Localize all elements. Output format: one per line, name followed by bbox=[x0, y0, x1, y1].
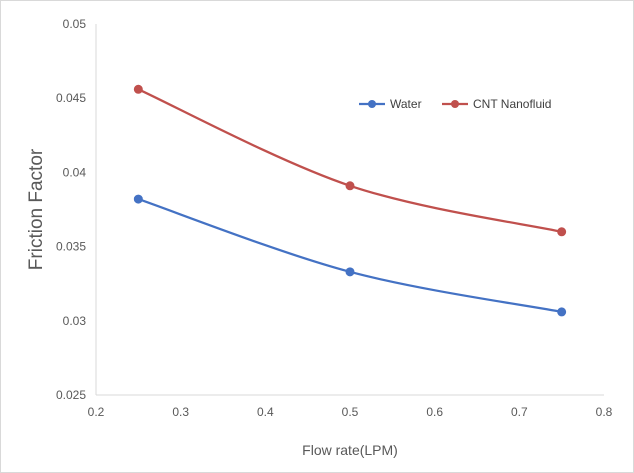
data-point bbox=[557, 307, 567, 317]
y-tick-label: 0.035 bbox=[56, 240, 86, 254]
legend-label: CNT Nanofluid bbox=[473, 97, 551, 111]
data-point bbox=[345, 181, 355, 191]
x-tick-label: 0.4 bbox=[257, 405, 274, 419]
y-tick-labels: 0.025 0.03 0.035 0.04 0.045 0.05 bbox=[56, 17, 86, 402]
data-point bbox=[133, 194, 143, 204]
y-tick-label: 0.03 bbox=[63, 314, 87, 328]
x-tick-label: 0.8 bbox=[596, 405, 613, 419]
series-line-water bbox=[137, 197, 563, 314]
legend-item: Water bbox=[359, 97, 422, 111]
y-tick-label: 0.045 bbox=[56, 91, 86, 105]
legend-swatch-marker bbox=[451, 100, 459, 108]
data-point bbox=[133, 84, 143, 94]
y-axis-title: Friction Factor bbox=[26, 148, 47, 270]
x-tick-label: 0.2 bbox=[88, 405, 105, 419]
series-layer bbox=[133, 84, 567, 317]
x-tick-labels: 0.2 0.3 0.4 0.5 0.6 0.7 0.8 bbox=[88, 405, 613, 419]
data-point bbox=[557, 227, 567, 237]
x-axis-title: Flow rate(LPM) bbox=[302, 442, 398, 458]
axes bbox=[95, 24, 604, 396]
x-tick-label: 0.7 bbox=[511, 405, 528, 419]
y-tick-label: 0.05 bbox=[63, 17, 87, 31]
legend-swatch-marker bbox=[368, 100, 376, 108]
x-tick-label: 0.5 bbox=[342, 405, 359, 419]
legend-item: CNT Nanofluid bbox=[442, 97, 551, 111]
x-tick-label: 0.6 bbox=[426, 405, 443, 419]
legend-label: Water bbox=[390, 97, 422, 111]
y-tick-label: 0.04 bbox=[63, 165, 87, 179]
data-point bbox=[345, 267, 355, 277]
legend: Water CNT Nanofluid bbox=[359, 97, 551, 111]
y-tick-label: 0.025 bbox=[56, 388, 86, 402]
x-tick-label: 0.3 bbox=[172, 405, 189, 419]
